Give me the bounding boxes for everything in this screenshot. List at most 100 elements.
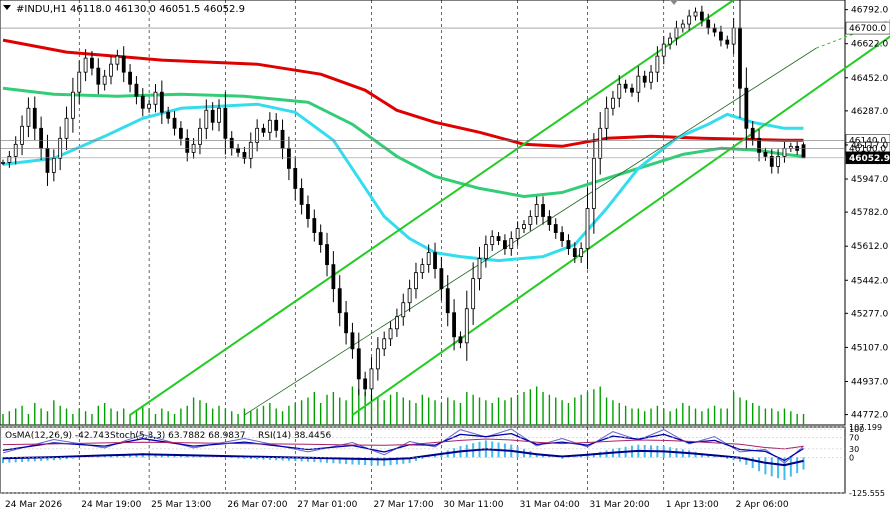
channel-line xyxy=(129,0,735,416)
rsi-line xyxy=(2,438,804,450)
time-axis: 24 Mar 2026 24 Mar 19:00 25 Mar 13:00 26 Ma… xyxy=(5,500,789,510)
candle-body xyxy=(401,302,406,318)
candle-body xyxy=(121,55,126,73)
candle-body xyxy=(210,109,215,123)
candle-body xyxy=(204,109,209,129)
candle-body xyxy=(420,264,425,274)
candle-body xyxy=(96,67,101,85)
candle-body xyxy=(509,238,514,249)
candle-body xyxy=(433,252,437,270)
candle-body xyxy=(769,155,774,167)
candle-body xyxy=(623,83,628,89)
candle-body xyxy=(706,19,711,29)
candle-body xyxy=(13,143,18,157)
candle-body xyxy=(274,119,279,131)
candle-body xyxy=(128,71,132,85)
candle-body xyxy=(363,378,368,390)
candle-body xyxy=(185,137,190,153)
candle-body xyxy=(439,268,444,290)
candle-body xyxy=(255,127,260,143)
time-tick-label: 27 Mar 01:00 xyxy=(297,500,357,510)
candle-body xyxy=(750,127,755,139)
rsi-label: RSI(14) 38.4456 xyxy=(258,431,331,441)
candle-body xyxy=(115,55,120,65)
candle-body xyxy=(344,312,348,334)
candle-body xyxy=(229,137,234,149)
candle-body xyxy=(236,147,240,153)
time-tick-label: 2 Apr 06:00 xyxy=(736,500,789,510)
candle-body xyxy=(7,155,12,163)
candle-body xyxy=(312,218,317,233)
candle-body xyxy=(51,157,56,173)
time-tick-label: 24 Mar 2026 xyxy=(5,500,62,510)
candle-body xyxy=(147,103,152,109)
candle-body xyxy=(560,232,564,241)
candle-body xyxy=(801,144,806,159)
candle-body xyxy=(287,147,291,169)
candle-body xyxy=(350,332,355,350)
price-level-label: 46140.0 xyxy=(849,136,886,146)
candle-body xyxy=(109,63,113,77)
candle-body xyxy=(159,91,164,113)
candle-body xyxy=(604,107,609,129)
candle-body xyxy=(102,75,107,85)
candle-body xyxy=(318,232,323,245)
candle-body xyxy=(547,216,552,225)
time-tick-label: 24 Mar 19:00 xyxy=(81,500,141,510)
candle-body xyxy=(280,129,285,149)
trend-channel xyxy=(129,0,890,416)
channel-line xyxy=(244,47,817,416)
candle-body xyxy=(198,127,202,145)
price-tick-label: 45107.0 xyxy=(851,343,888,353)
candle-body xyxy=(369,368,374,390)
candle-body xyxy=(680,23,685,29)
candle-body xyxy=(661,43,666,57)
candle-body xyxy=(267,119,272,133)
price-tick-label: 44772.0 xyxy=(851,411,888,421)
candle-body xyxy=(1,161,5,164)
candle-body xyxy=(223,107,228,139)
candle-body xyxy=(477,258,482,280)
candle-body xyxy=(598,127,603,159)
candle-body xyxy=(464,308,469,344)
candle-body xyxy=(388,328,393,340)
symbol-dropdown-icon[interactable] xyxy=(3,5,11,10)
candle-body xyxy=(325,244,329,266)
candle-body xyxy=(26,107,31,127)
stoch-main-line xyxy=(2,432,804,462)
candle-body xyxy=(674,27,679,39)
candle-body xyxy=(32,107,37,129)
ma-red-line xyxy=(2,38,804,148)
candle-body xyxy=(719,31,723,41)
ohlc-readout: 46118.0 46130.0 46051.5 46052.9 xyxy=(70,4,245,15)
candle-body xyxy=(445,288,450,314)
price-level-label: 46052.9 xyxy=(849,154,890,164)
price-tick-label: 45612.0 xyxy=(851,242,888,252)
oscillator-tick-label: 30 xyxy=(849,445,859,454)
candle-body xyxy=(649,71,653,83)
candle-body xyxy=(452,312,456,338)
candle-body xyxy=(617,83,622,99)
candle-body xyxy=(471,278,476,310)
price-tick-label: 45442.0 xyxy=(851,276,888,286)
shift-marker-icon[interactable] xyxy=(670,0,678,5)
candle-body xyxy=(630,87,634,93)
osma-signal-line xyxy=(2,448,804,467)
time-tick-label: 31 Mar 04:00 xyxy=(520,500,580,510)
candle-body xyxy=(64,117,69,139)
candle-body xyxy=(248,141,253,159)
candle-body xyxy=(693,11,698,17)
candle-body xyxy=(744,87,749,129)
candle-body xyxy=(725,39,730,45)
oscillator-tick-label: -125.555 xyxy=(849,489,885,498)
candle-body xyxy=(496,236,501,241)
time-tick-label: 30 Mar 11:00 xyxy=(443,500,503,510)
candle-body xyxy=(331,264,336,290)
candle-body xyxy=(134,83,139,97)
stoch-signal-line xyxy=(2,428,804,464)
candle-body xyxy=(534,204,539,217)
time-tick-label: 31 Mar 20:00 xyxy=(590,500,650,510)
price-tick-label: 44937.0 xyxy=(851,377,888,387)
